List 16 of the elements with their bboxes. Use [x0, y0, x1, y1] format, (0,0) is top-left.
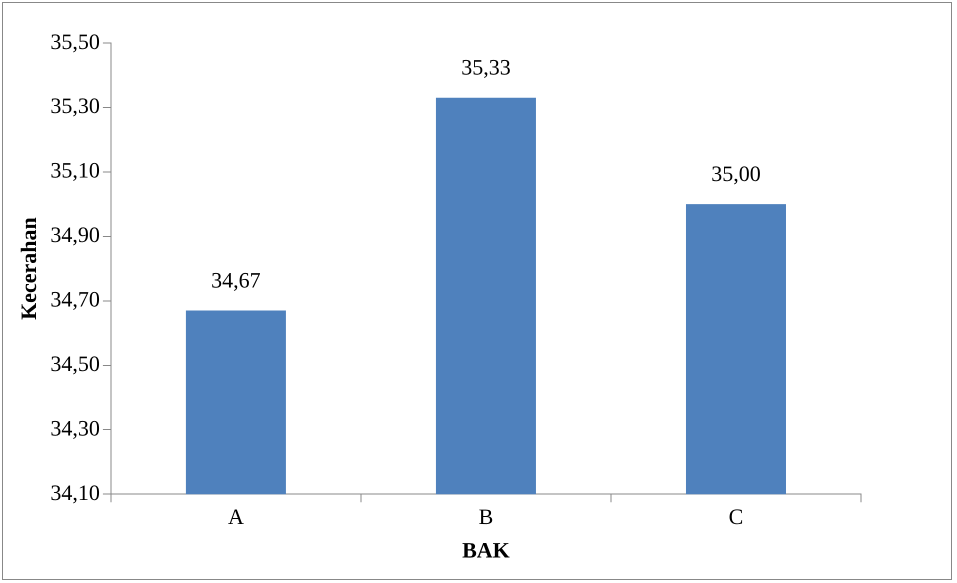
y-tick-label: 34,30 — [50, 416, 100, 441]
x-tick-label: B — [478, 504, 494, 530]
data-label: 34,67 — [211, 267, 261, 292]
y-tick-label: 35,50 — [50, 28, 100, 54]
y-tick-label: 35,30 — [50, 93, 100, 118]
y-tick-label: 34,70 — [50, 286, 100, 312]
x-tick-label: C — [728, 504, 744, 530]
y-tick-label: 34,90 — [50, 222, 100, 248]
y-tick-label: 34,10 — [50, 480, 100, 505]
data-label: 35,33 — [461, 54, 511, 80]
x-axis-title: BAK — [462, 537, 510, 562]
x-tick-label: A — [228, 504, 244, 530]
y-tick-label: 34,50 — [50, 351, 100, 376]
y-axis-title: Kecerahan — [16, 217, 41, 320]
y-tick-label: 35,10 — [50, 158, 100, 183]
data-label: 35,00 — [711, 160, 761, 186]
